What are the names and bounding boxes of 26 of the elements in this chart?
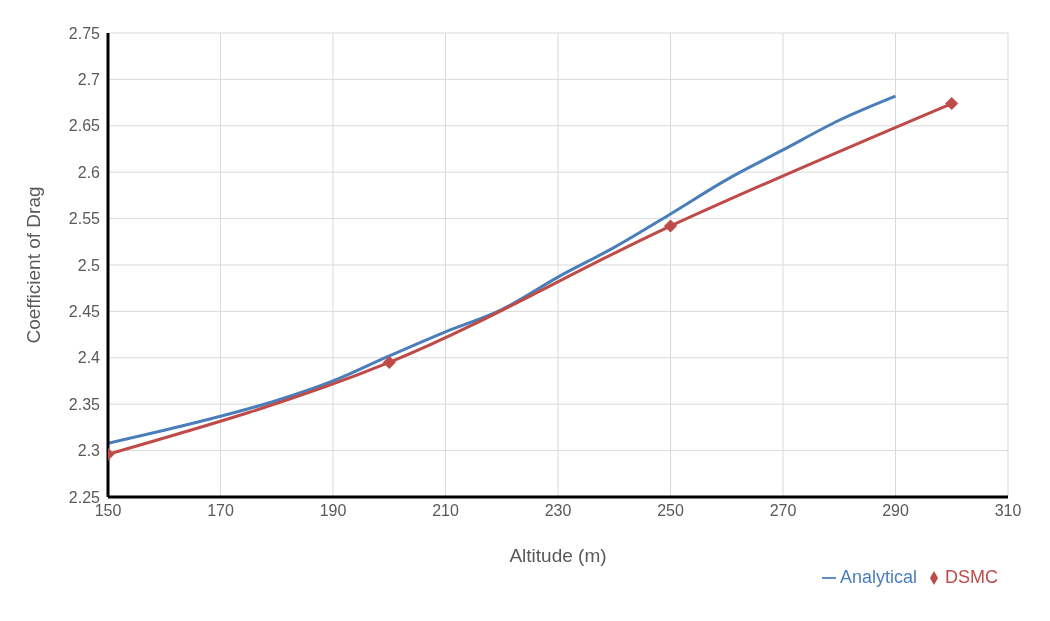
point (664, 219, 677, 233)
x-tick-label: 290 (882, 502, 909, 520)
x-tick-label: 190 (319, 502, 347, 520)
y-tick-label: 2.65 (68, 117, 101, 135)
y-axis-title: Coefficient of Drag (22, 186, 44, 344)
y-tick-label: 2.5 (77, 256, 101, 274)
x-tick-label: 170 (207, 502, 234, 520)
y-tick-label: 2.55 (68, 210, 101, 228)
legend-label: Analytical (839, 567, 917, 587)
legend-label: DSMC (945, 567, 998, 587)
y-tick-label: 2.7 (77, 71, 101, 89)
x-tick-label: 310 (994, 502, 1022, 520)
y-tick-label: 2.45 (68, 303, 101, 321)
y-tick-label: 2.75 (68, 24, 101, 42)
y-tick-label: 2.3 (77, 442, 101, 460)
y-tick-label: 2.35 (68, 395, 101, 413)
y-tick-label: 2.4 (77, 349, 101, 367)
x-tick-label: 270 (769, 502, 797, 520)
x-tick-label: 150 (94, 502, 122, 520)
x-tick-label: 250 (657, 502, 684, 520)
x-axis-title: Altitude (m) (509, 545, 607, 566)
x-tick-label: 230 (544, 502, 572, 520)
point (382, 355, 396, 369)
point (945, 97, 959, 111)
y-tick-label: 2.6 (77, 163, 101, 181)
x-tick-label: 210 (432, 502, 459, 520)
